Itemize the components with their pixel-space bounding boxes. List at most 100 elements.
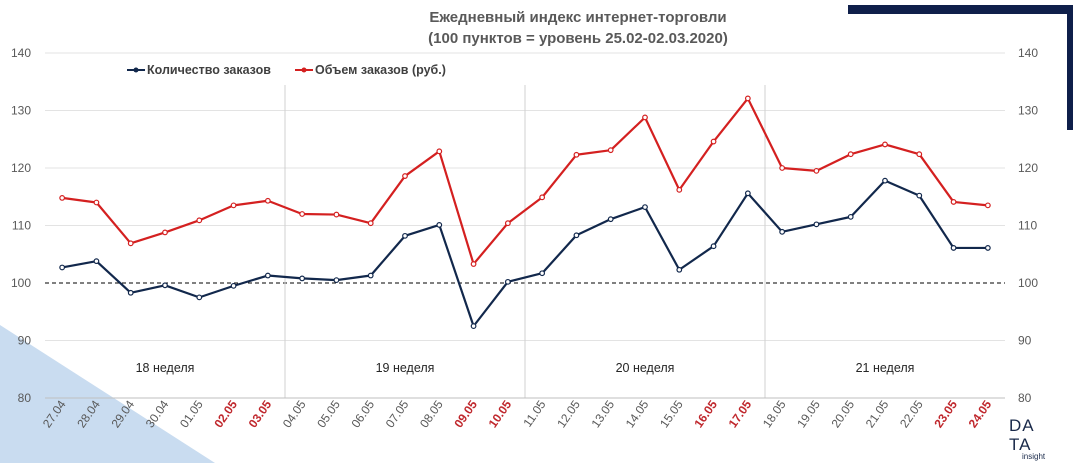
series-1-point-08.05 [436, 222, 443, 228]
x-tick-02.05: 02.05 [211, 397, 240, 430]
series-2-point-18.05 [779, 165, 786, 171]
x-tick-14.05: 14.05 [623, 397, 652, 430]
y-tick-right-140: 140 [1018, 46, 1038, 60]
series-2-point-19.05 [813, 167, 820, 174]
y-tick-right-130: 130 [1018, 104, 1038, 118]
series-2-point-07.05 [402, 173, 408, 179]
week-label-1: 18 неделя [136, 361, 195, 375]
data-insight-logo: DA TA insight [1009, 416, 1046, 461]
x-tick-05.05: 05.05 [314, 397, 343, 430]
series-1-point-07.05 [402, 232, 408, 239]
x-tick-18.05: 18.05 [760, 397, 789, 430]
x-tick-04.05: 04.05 [280, 397, 309, 430]
series-2-point-20.05 [847, 151, 854, 158]
corner-accent-top-right [848, 5, 1073, 130]
series-1-point-18.05 [779, 228, 786, 235]
x-tick-21.05: 21.05 [863, 397, 892, 430]
series-line-2 [61, 97, 988, 266]
y-tick-right-100: 100 [1018, 276, 1038, 290]
legend-marker-orders-count [133, 67, 139, 73]
series-2-point-03.05 [264, 197, 271, 204]
x-tick-16.05: 16.05 [691, 397, 720, 430]
series-1-point-23.05 [950, 245, 957, 251]
x-tick-12.05: 12.05 [554, 397, 583, 430]
series-2-point-11.05 [539, 194, 546, 201]
legend: Количество заказов Объем заказов (руб.) [127, 63, 446, 77]
series-2-point-01.05 [196, 217, 203, 224]
x-tick-17.05: 17.05 [726, 397, 755, 430]
series-2-point-28.04 [93, 199, 100, 206]
x-tick-19.05: 19.05 [794, 397, 823, 430]
x-tick-30.04: 30.04 [143, 397, 172, 430]
logo-text-bottom: insight [1022, 452, 1046, 461]
series-2-point-22.05 [916, 151, 923, 158]
chart-title-line-1: Ежедневный индекс интернет-торговли [429, 9, 726, 26]
series-2-point-23.05 [950, 199, 957, 205]
legend-marker-orders-volume [301, 67, 307, 73]
series-2-point-17.05 [744, 95, 751, 102]
series-1-point-19.05 [813, 221, 820, 228]
corner-accent-bottom-left [0, 325, 215, 463]
series-2-point-29.04 [127, 240, 134, 247]
series-2-point-12.05 [573, 151, 580, 158]
y-tick-left-90: 90 [18, 334, 32, 348]
series-1-point-10.05 [504, 278, 511, 285]
series-1-point-28.04 [93, 258, 100, 265]
x-tick-07.05: 07.05 [383, 397, 412, 430]
y-tick-left-80: 80 [18, 391, 32, 405]
series-2-point-06.05 [367, 220, 374, 227]
y-tick-right-80: 80 [1018, 391, 1032, 405]
series-1-point-12.05 [573, 232, 580, 239]
week-label-3: 20 неделя [616, 361, 675, 375]
x-tick-10.05: 10.05 [486, 397, 515, 430]
series-2-point-21.05 [882, 141, 888, 148]
series-2-point-15.05 [676, 186, 683, 193]
series-1-point-30.04 [162, 282, 168, 289]
series-1-point-03.05 [264, 272, 271, 279]
series-1-point-17.05 [744, 190, 751, 197]
x-tick-15.05: 15.05 [657, 397, 686, 430]
series-1-point-05.05 [333, 277, 340, 284]
series-1-point-06.05 [367, 272, 374, 279]
series-1-point-02.05 [230, 282, 237, 289]
legend-label-orders-volume: Объем заказов (руб.) [315, 63, 446, 77]
series-1-point-24.05 [984, 245, 991, 251]
logo-text-top-left: DA [1009, 416, 1035, 435]
series-1-point-14.05 [642, 204, 648, 211]
series-2-point-16.05 [710, 138, 717, 145]
series-2-point-08.05 [436, 148, 443, 155]
y-tick-left-120: 120 [11, 161, 31, 175]
x-tick-23.05: 23.05 [931, 397, 960, 430]
x-tick-20.05: 20.05 [828, 397, 857, 430]
y-tick-left-100: 100 [11, 276, 31, 290]
x-tick-08.05: 08.05 [417, 397, 446, 430]
series-2-point-27.04 [59, 194, 66, 201]
series-1-point-09.05 [470, 323, 477, 330]
series-2-point-09.05 [470, 261, 477, 267]
series-2-point-04.05 [299, 211, 306, 217]
series-2-point-02.05 [230, 202, 237, 209]
series-1-point-16.05 [710, 243, 717, 250]
week-label-4: 21 неделя [856, 361, 915, 375]
series-1-point-21.05 [882, 177, 888, 184]
series-2-point-13.05 [607, 147, 614, 154]
y-tick-right-90: 90 [1018, 334, 1032, 348]
y-tick-right-120: 120 [1018, 161, 1038, 175]
series-1-point-13.05 [607, 216, 614, 223]
legend-label-orders-count: Количество заказов [147, 63, 271, 77]
series-1-point-04.05 [299, 275, 306, 282]
x-tick-01.05: 01.05 [177, 397, 206, 430]
series-2-point-14.05 [642, 114, 648, 121]
series-1-point-01.05 [196, 294, 203, 301]
series-2-point-24.05 [984, 202, 991, 209]
series-2-point-30.04 [162, 229, 168, 236]
x-tick-11.05: 11.05 [520, 397, 548, 429]
week-label-2: 19 неделя [376, 361, 435, 375]
series-1-point-11.05 [539, 270, 546, 277]
series-1-point-22.05 [916, 192, 923, 199]
series-1-point-15.05 [676, 266, 683, 273]
x-tick-03.05: 03.05 [246, 397, 275, 430]
series-1-point-29.04 [127, 289, 134, 296]
series-line-1 [61, 179, 988, 328]
